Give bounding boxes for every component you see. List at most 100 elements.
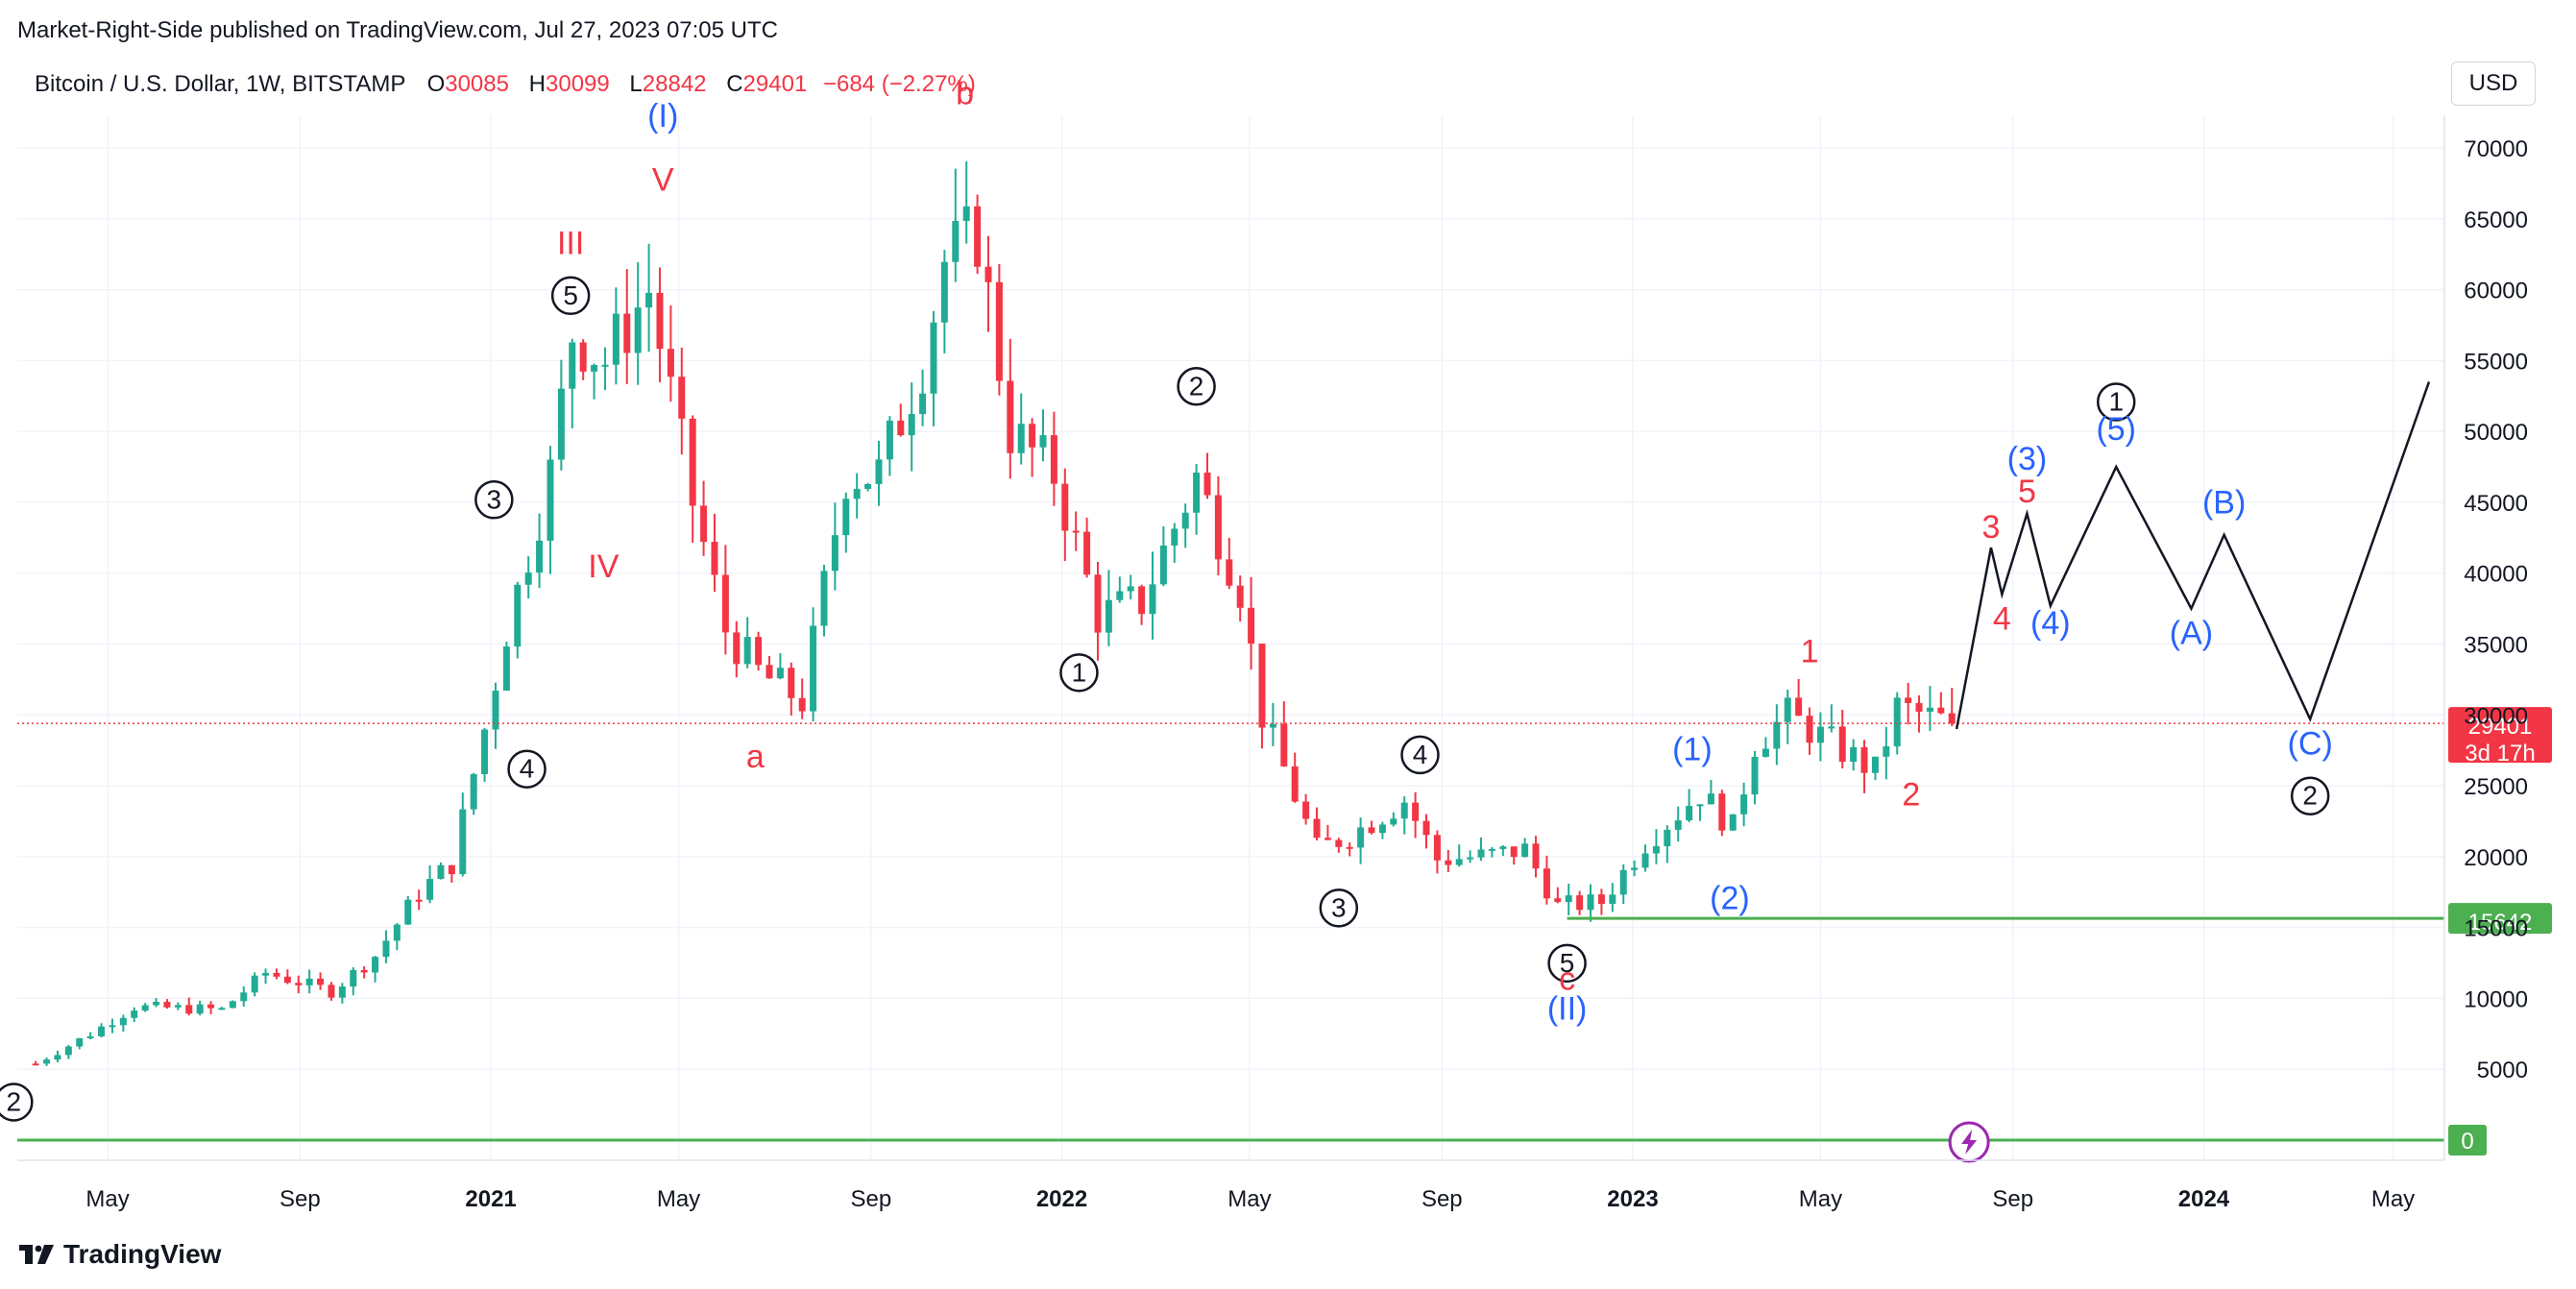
tradingview-brand[interactable]: TradingView — [19, 1239, 221, 1270]
candle — [196, 1000, 204, 1016]
candle-body — [404, 899, 412, 925]
candle-body — [645, 292, 653, 308]
candle-body — [1127, 586, 1134, 592]
candle-body — [382, 940, 390, 958]
wave-label-text: 2 — [1189, 371, 1204, 401]
candle-body — [1433, 835, 1441, 861]
candle-body — [426, 879, 434, 900]
candle — [1762, 737, 1769, 758]
candle — [338, 983, 346, 1004]
publisher-attribution: Market-Right-Side published on TradingVi… — [17, 17, 778, 43]
candle-body — [459, 809, 467, 875]
x-tick-label: May — [2371, 1186, 2415, 1212]
low-value: 28842 — [642, 71, 707, 97]
candle — [109, 1018, 116, 1034]
candle — [1926, 686, 1933, 731]
candle — [1094, 561, 1102, 661]
candle — [470, 772, 477, 815]
candle-body — [273, 972, 280, 977]
candle — [1335, 838, 1343, 853]
candle — [64, 1044, 72, 1059]
candle-body — [1696, 804, 1704, 807]
candle-body — [141, 1005, 149, 1011]
candle — [251, 972, 258, 997]
candle-body — [492, 691, 499, 730]
candle — [1477, 837, 1485, 862]
candle-body — [1838, 726, 1846, 763]
candle — [1116, 576, 1124, 603]
currency-button[interactable]: USD — [2451, 61, 2536, 106]
candle — [1050, 411, 1057, 506]
candle — [1597, 888, 1605, 915]
wave-label-text: 3 — [1981, 509, 2000, 546]
wave-label: c — [1559, 961, 1575, 998]
candle — [1226, 537, 1233, 590]
candle-body — [1532, 843, 1540, 869]
candle-body — [634, 307, 642, 353]
wave-label: 4 — [1993, 601, 2011, 638]
high-label: H — [528, 71, 546, 97]
candle-body — [1335, 839, 1343, 847]
wave-label-text: 5 — [1560, 948, 1575, 978]
candle-body — [864, 483, 872, 489]
candle-body — [1915, 702, 1923, 712]
wave-label-text: (2) — [1710, 880, 1750, 916]
candle — [1236, 575, 1244, 622]
candle — [1860, 740, 1868, 793]
wave-label: (1) — [1672, 732, 1713, 768]
candle — [1565, 883, 1572, 915]
candle-body — [579, 342, 587, 372]
candle — [1915, 694, 1923, 733]
candle-body — [1488, 848, 1495, 851]
candle-body — [733, 632, 741, 665]
wave-label: (II) — [1547, 991, 1588, 1028]
candle-body — [1193, 473, 1201, 513]
candle — [645, 243, 653, 353]
candle — [853, 473, 861, 519]
candle-body — [612, 313, 620, 365]
candle-body — [1291, 766, 1299, 802]
candle — [1652, 829, 1660, 864]
candle — [229, 1000, 236, 1009]
wave-label-text: c — [1559, 961, 1575, 998]
candle — [974, 194, 982, 275]
candle-body — [1521, 843, 1529, 858]
candle-body — [1740, 794, 1748, 815]
close-label: C — [726, 71, 743, 97]
last-price-badge-text: 29401 — [2468, 714, 2533, 740]
candle-body — [886, 420, 893, 460]
wave-label-text: 1 — [2108, 386, 2124, 416]
candle — [131, 1007, 138, 1022]
candle — [1181, 503, 1189, 548]
candle — [1039, 409, 1047, 462]
wave-label: III — [557, 226, 584, 262]
candle — [1806, 707, 1813, 755]
candle — [842, 492, 850, 553]
candle — [119, 1014, 127, 1033]
candle — [492, 682, 499, 749]
candle — [1029, 418, 1036, 477]
candle — [1784, 689, 1791, 744]
wave-label: 2 — [1902, 777, 1920, 814]
wave-label: 1 — [1059, 653, 1099, 693]
candle — [1291, 752, 1299, 803]
candle-body — [1543, 868, 1550, 899]
candle-body — [1619, 869, 1627, 895]
candle — [481, 727, 489, 783]
candle — [908, 382, 915, 472]
last-price-badge-bg — [2448, 707, 2552, 764]
candle — [897, 403, 905, 437]
candle-body — [1378, 824, 1386, 834]
candle — [1203, 452, 1211, 499]
candle-body — [437, 864, 445, 880]
wave-label: 5 — [550, 276, 591, 316]
candle-body — [1357, 827, 1365, 848]
candle-body — [1773, 721, 1781, 749]
candle-body — [1816, 726, 1824, 743]
candle-body — [1860, 746, 1868, 773]
candle-body — [1280, 723, 1288, 766]
candle-body — [1116, 591, 1124, 600]
candle-body — [721, 574, 729, 633]
